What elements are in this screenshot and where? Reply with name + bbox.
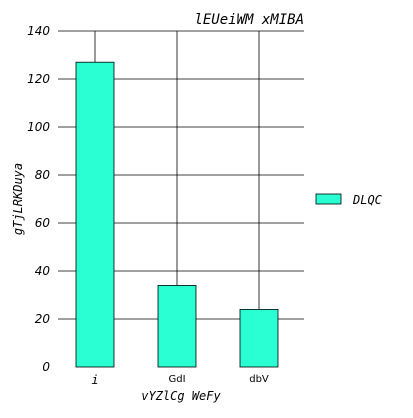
bars <box>75 61 279 368</box>
x-tick-labels: i GdI dbV <box>91 373 269 387</box>
y-axis-label: gTjLRKDuya <box>11 163 25 235</box>
y-tick-label: 40 <box>35 264 51 278</box>
y-tick-label: 0 <box>42 360 50 374</box>
bar <box>157 284 197 368</box>
legend-swatch <box>315 193 342 205</box>
y-tick-label: 80 <box>35 168 51 182</box>
x-axis-label: vYZlCg WeFy <box>141 389 221 403</box>
y-tick-label: 100 <box>27 120 50 134</box>
x-tick-label: dbV <box>249 374 269 385</box>
y-tick-labels: 0 20 40 60 80 100 120 140 <box>27 24 50 374</box>
legend-label: DLQC <box>352 193 383 207</box>
y-tick-label: 60 <box>35 216 51 230</box>
x-tick-label: i <box>91 373 98 387</box>
y-tick-label: 120 <box>27 72 50 86</box>
x-tick-label: GdI <box>168 374 185 385</box>
y-tick-label: 20 <box>35 312 51 326</box>
bar <box>75 61 115 368</box>
chart-title: lEUeiWM xMIBA <box>194 12 304 28</box>
legend: DLQC <box>315 193 383 207</box>
bar <box>239 308 279 368</box>
y-tick-label: 140 <box>27 24 50 38</box>
